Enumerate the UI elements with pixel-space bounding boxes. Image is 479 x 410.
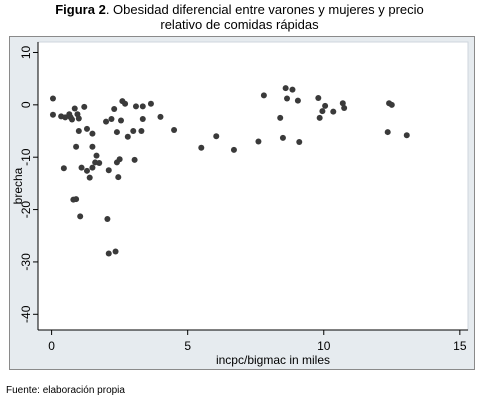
data-point — [316, 114, 323, 121]
data-point — [255, 138, 262, 145]
data-point — [89, 164, 96, 171]
y-tick-label: -40 — [19, 305, 33, 323]
data-point — [96, 159, 103, 166]
data-point — [118, 117, 125, 124]
data-point — [198, 144, 205, 151]
data-point — [78, 164, 85, 171]
data-point — [289, 86, 296, 93]
data-point — [260, 92, 267, 99]
data-point — [69, 116, 76, 123]
data-point — [105, 250, 112, 257]
data-point — [122, 100, 129, 107]
data-point — [103, 118, 110, 125]
y-axis-ticks: 10 0 -10 -20 -30 -40 — [19, 45, 38, 323]
source-note: Fuente: elaboración propia — [6, 385, 125, 396]
data-point — [330, 108, 337, 115]
data-point — [230, 146, 237, 153]
data-point — [62, 114, 69, 121]
data-point — [384, 129, 391, 136]
data-point — [139, 115, 146, 122]
data-point — [171, 126, 178, 133]
data-point — [73, 143, 80, 150]
data-point — [319, 108, 326, 115]
data-point — [315, 95, 322, 102]
x-tick-label: 10 — [317, 339, 331, 353]
plot-area — [37, 41, 469, 331]
figure-lead: Figura 2 — [55, 2, 106, 17]
data-point — [339, 100, 346, 107]
data-point — [71, 105, 78, 112]
y-tick-label: -10 — [19, 148, 33, 166]
data-point — [81, 103, 88, 110]
data-point — [93, 152, 100, 159]
data-point — [138, 128, 145, 135]
data-point — [157, 113, 164, 120]
data-point — [296, 139, 303, 146]
figure-title: Figura 2. Obesidad diferencial entre var… — [0, 2, 479, 32]
data-point — [49, 111, 56, 118]
data-point — [83, 167, 90, 174]
data-point — [83, 125, 90, 132]
data-point — [279, 134, 286, 141]
data-point — [73, 196, 80, 203]
data-points — [49, 85, 410, 257]
x-tick-label: 15 — [453, 339, 467, 353]
data-point — [105, 167, 112, 174]
data-point — [113, 129, 120, 136]
data-point — [277, 114, 284, 121]
data-point — [139, 103, 146, 110]
data-point — [284, 95, 291, 102]
data-point — [49, 95, 56, 102]
y-tick-label: 10 — [19, 45, 33, 59]
x-axis-label: incpc/bigmac in miles — [216, 353, 330, 367]
y-axis-label: brecha — [11, 167, 25, 204]
data-point — [132, 103, 139, 110]
data-point — [213, 133, 220, 140]
x-tick-label: 5 — [184, 339, 191, 353]
y-tick-label: -20 — [19, 201, 33, 219]
data-point — [111, 106, 118, 113]
x-axis-ticks: 0 5 10 15 — [48, 330, 467, 353]
data-point — [322, 102, 329, 109]
data-point — [104, 215, 111, 222]
figure-title-line2: relativo de comidas rápidas — [160, 17, 319, 32]
data-point — [294, 97, 301, 104]
data-point — [282, 85, 289, 92]
data-point — [388, 101, 395, 108]
data-point — [75, 128, 82, 135]
data-point — [77, 213, 84, 220]
data-point — [341, 104, 348, 111]
x-tick-label: 0 — [48, 339, 55, 353]
data-point — [75, 115, 82, 122]
data-point — [131, 156, 138, 163]
data-point — [112, 248, 119, 255]
data-point — [89, 143, 96, 150]
data-point — [115, 174, 122, 181]
figure-title-text: . Obesidad diferencial entre varones y m… — [105, 2, 424, 17]
data-point — [403, 132, 410, 139]
data-point — [130, 128, 137, 135]
data-point — [89, 130, 96, 137]
y-tick-label: -30 — [19, 253, 33, 271]
data-point — [124, 133, 131, 140]
data-point — [60, 165, 67, 172]
data-point — [108, 115, 115, 122]
data-point — [147, 100, 154, 107]
data-point — [116, 156, 123, 163]
y-tick-label: 0 — [19, 101, 33, 108]
data-point — [86, 174, 93, 181]
